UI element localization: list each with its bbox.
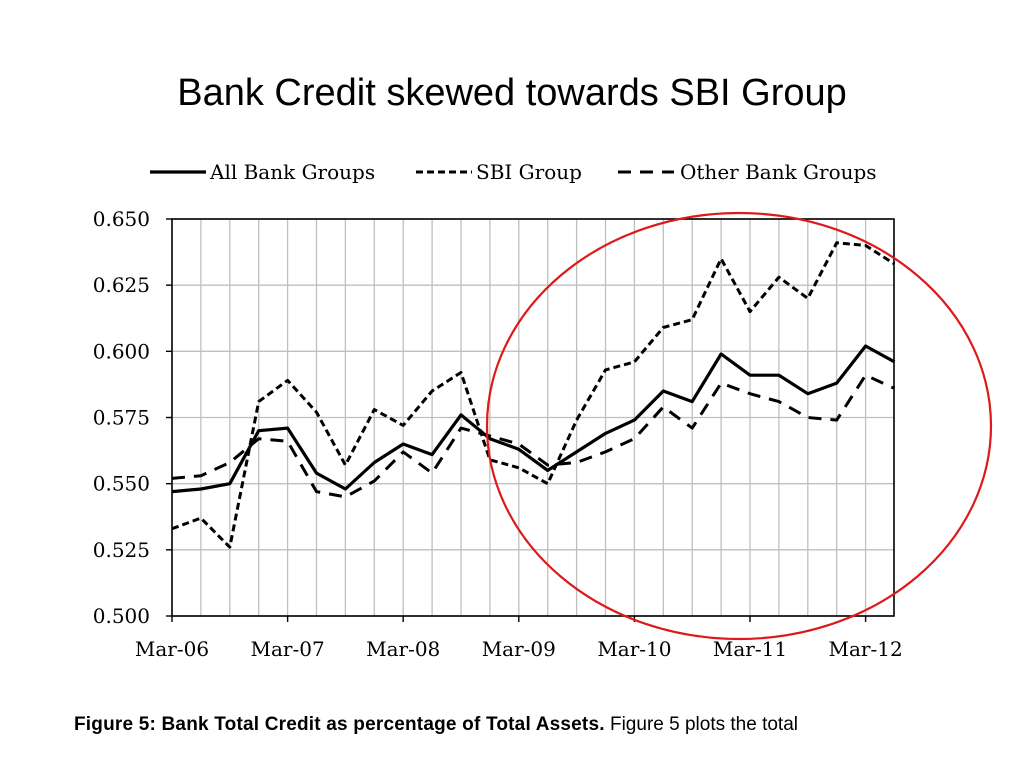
legend-label-0: All Bank Groups <box>209 160 375 184</box>
y-tick-labels: 0.650 0.625 0.600 0.575 0.550 0.525 0.500 <box>93 207 150 628</box>
y-tick-label: 0.575 <box>93 406 150 430</box>
series-lines <box>171 241 896 549</box>
chart-legend: All Bank Groups SBI Group Other Bank Group… <box>150 160 877 184</box>
y-tick-label: 0.650 <box>93 207 150 231</box>
y-tick-label: 0.600 <box>93 339 150 363</box>
slide-title: Bank Credit skewed towards SBI Group <box>177 72 847 114</box>
y-tick-label: 0.625 <box>93 273 150 297</box>
chart-grid <box>172 218 894 617</box>
x-tick-labels: Mar-06 Mar-07 Mar-08 Mar-09 Mar-10 Mar-11 Mar-… <box>135 637 903 661</box>
x-tick-label: Mar-09 <box>482 637 556 661</box>
x-tick-label: Mar-07 <box>251 637 325 661</box>
x-tick-label: Mar-08 <box>366 637 440 661</box>
x-tick-label: Mar-10 <box>597 637 671 661</box>
x-tick-label: Mar-11 <box>713 637 787 661</box>
y-tick-label: 0.525 <box>93 538 150 562</box>
x-tick-label: Mar-06 <box>135 637 209 661</box>
highlight-circle <box>485 211 993 641</box>
x-tick-label: Mar-12 <box>829 637 903 661</box>
legend-label-2: Other Bank Groups <box>680 160 877 184</box>
legend-label-1: SBI Group <box>476 160 582 184</box>
caption-bold: Figure 5: Bank Total Credit as percentag… <box>74 714 605 735</box>
y-tick-label: 0.550 <box>93 472 150 496</box>
series-line-2 <box>171 373 896 499</box>
y-tick-label: 0.500 <box>93 604 150 628</box>
figure-caption: Figure 5: Bank Total Credit as percentag… <box>74 714 964 736</box>
chart-axes <box>166 218 895 622</box>
caption-text: Figure 5 plots the total <box>609 714 798 735</box>
series-line-1 <box>171 241 896 549</box>
series-line-0 <box>171 344 896 494</box>
